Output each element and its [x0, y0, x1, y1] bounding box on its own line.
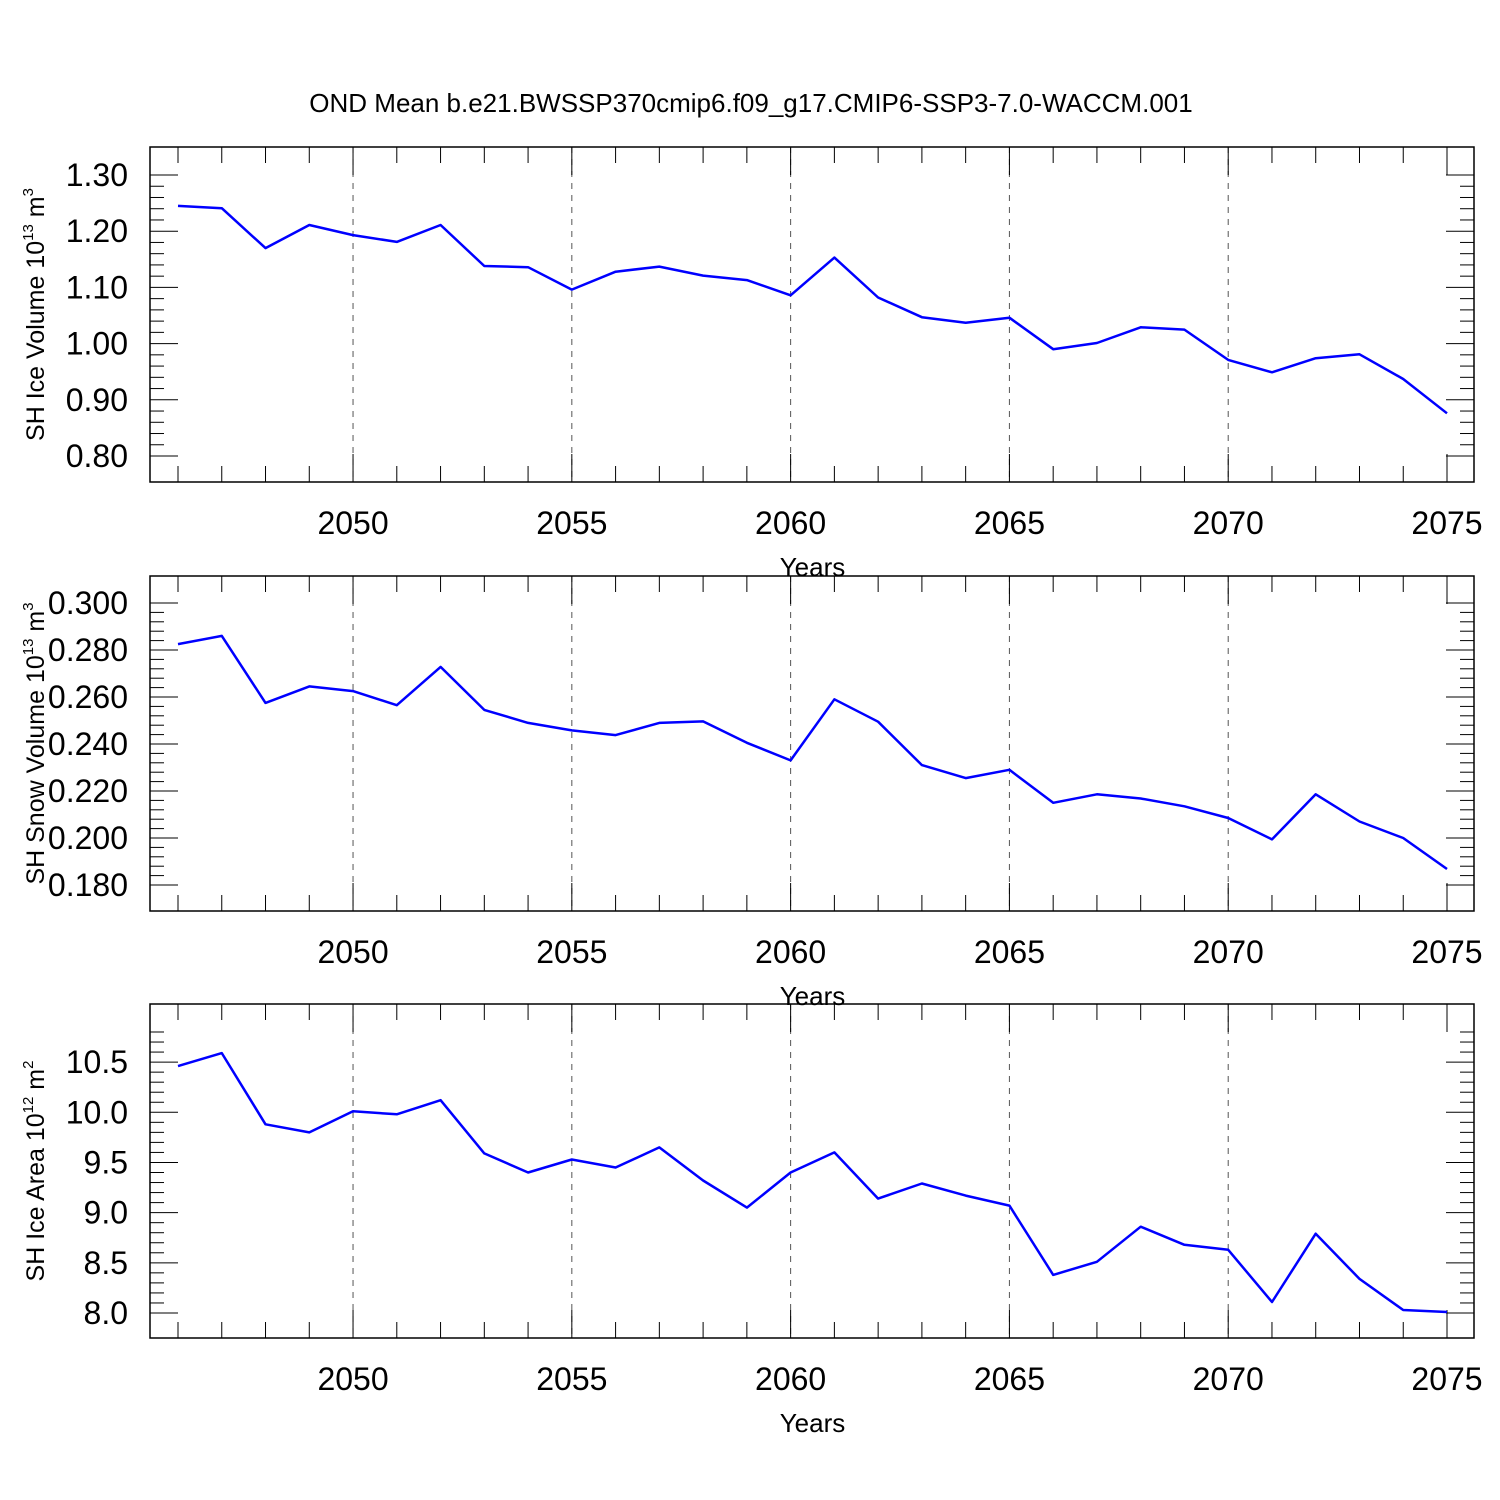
- y-tick-label: 1.10: [66, 269, 128, 305]
- y-axis-label-text: SH Ice Volume 10: [22, 241, 50, 441]
- x-axis-label: Years: [780, 981, 846, 1011]
- x-tick-label: 2075: [1411, 934, 1482, 970]
- y-axis-label-unit: m: [22, 1069, 50, 1097]
- chart-panel-3: 8.0 8.5 9.0 9.5 10.0 10.5 2050 2055 2060 2065 2070…: [20, 1003, 1483, 1438]
- y-axis-label-unit: m: [22, 611, 50, 639]
- y-axis-label-unit-exponent: 2: [20, 1061, 37, 1069]
- y-tick-label: 8.5: [84, 1245, 128, 1281]
- x-axis-label: Years: [780, 1408, 846, 1438]
- x-tick-label: 2050: [317, 934, 388, 970]
- y-axis-label-unit: m: [22, 196, 50, 224]
- series-line: [177, 634, 1448, 871]
- y-tick-label: 10.0: [66, 1094, 128, 1130]
- y-tick-label: 8.0: [84, 1295, 128, 1331]
- x-tick-label: 2075: [1411, 505, 1482, 541]
- series-line: [177, 204, 1448, 415]
- y-tick-label: 0.240: [48, 726, 128, 762]
- x-tick-label: 2070: [1193, 505, 1264, 541]
- series-line: [177, 1051, 1448, 1314]
- y-axis-label-unit-exponent: 3: [20, 602, 37, 610]
- plot-frame: [149, 575, 1475, 912]
- x-tick-label: 2060: [755, 1361, 826, 1397]
- y-tick-label: 0.90: [66, 382, 128, 418]
- y-tick-label: 0.280: [48, 632, 128, 668]
- chart-panel-2: 0.180 0.200 0.220 0.240 0.260 0.280 0.300 2050 2…: [20, 575, 1483, 1011]
- plot-frame: [149, 1003, 1475, 1339]
- y-tick-label: 0.220: [48, 773, 128, 809]
- y-axis-label-exponent: 12: [20, 1097, 37, 1114]
- y-tick-label: 9.5: [84, 1144, 128, 1180]
- x-tick-label: 2060: [755, 505, 826, 541]
- x-axis-label: Years: [780, 552, 846, 582]
- y-axis-label-exponent: 13: [20, 224, 37, 241]
- chart-panel-1: 0.80 0.90 1.00 1.10 1.20 1.30 2050 2055 2060 2065…: [20, 146, 1483, 582]
- x-tick-label: 2055: [536, 1361, 607, 1397]
- x-tick-label: 2050: [317, 1361, 388, 1397]
- y-tick-label: 1.00: [66, 326, 128, 362]
- x-tick-label: 2055: [536, 505, 607, 541]
- y-axis-label-exponent: 13: [20, 639, 37, 656]
- x-tick-label: 2065: [974, 505, 1045, 541]
- y-tick-label: 0.180: [48, 867, 128, 903]
- y-tick-label: 0.260: [48, 679, 128, 715]
- y-tick-label: 0.300: [48, 585, 128, 621]
- x-tick-label: 2070: [1193, 934, 1264, 970]
- y-axis-label-text: SH Ice Area 10: [22, 1113, 50, 1281]
- x-tick-label: 2055: [536, 934, 607, 970]
- y-tick-label: 1.30: [66, 157, 128, 193]
- x-tick-label: 2050: [317, 505, 388, 541]
- x-tick-label: 2065: [974, 934, 1045, 970]
- y-axis-label: SH Ice Area 1012 m2: [20, 1061, 50, 1282]
- y-axis-label: SH Ice Volume 1013 m3: [20, 188, 50, 441]
- y-axis-label: SH Snow Volume 1013 m3: [20, 602, 50, 884]
- y-axis-label-unit-exponent: 3: [20, 188, 37, 196]
- x-tick-label: 2065: [974, 1361, 1045, 1397]
- plot-frame: [149, 146, 1475, 483]
- y-tick-label: 9.0: [84, 1195, 128, 1231]
- y-tick-label: 0.80: [66, 438, 128, 474]
- x-tick-label: 2060: [755, 934, 826, 970]
- y-tick-label: 0.200: [48, 820, 128, 856]
- chart-title: OND Mean b.e21.BWSSP370cmip6.f09_g17.CMI…: [309, 88, 1192, 118]
- y-axis-label-text: SH Snow Volume 10: [22, 655, 50, 884]
- x-tick-label: 2070: [1193, 1361, 1264, 1397]
- x-tick-label: 2075: [1411, 1361, 1482, 1397]
- y-tick-label: 1.20: [66, 213, 128, 249]
- panels-group: 0.80 0.90 1.00 1.10 1.20 1.30 2050 2055 2060 2065…: [20, 146, 1483, 1438]
- y-tick-label: 10.5: [66, 1044, 128, 1080]
